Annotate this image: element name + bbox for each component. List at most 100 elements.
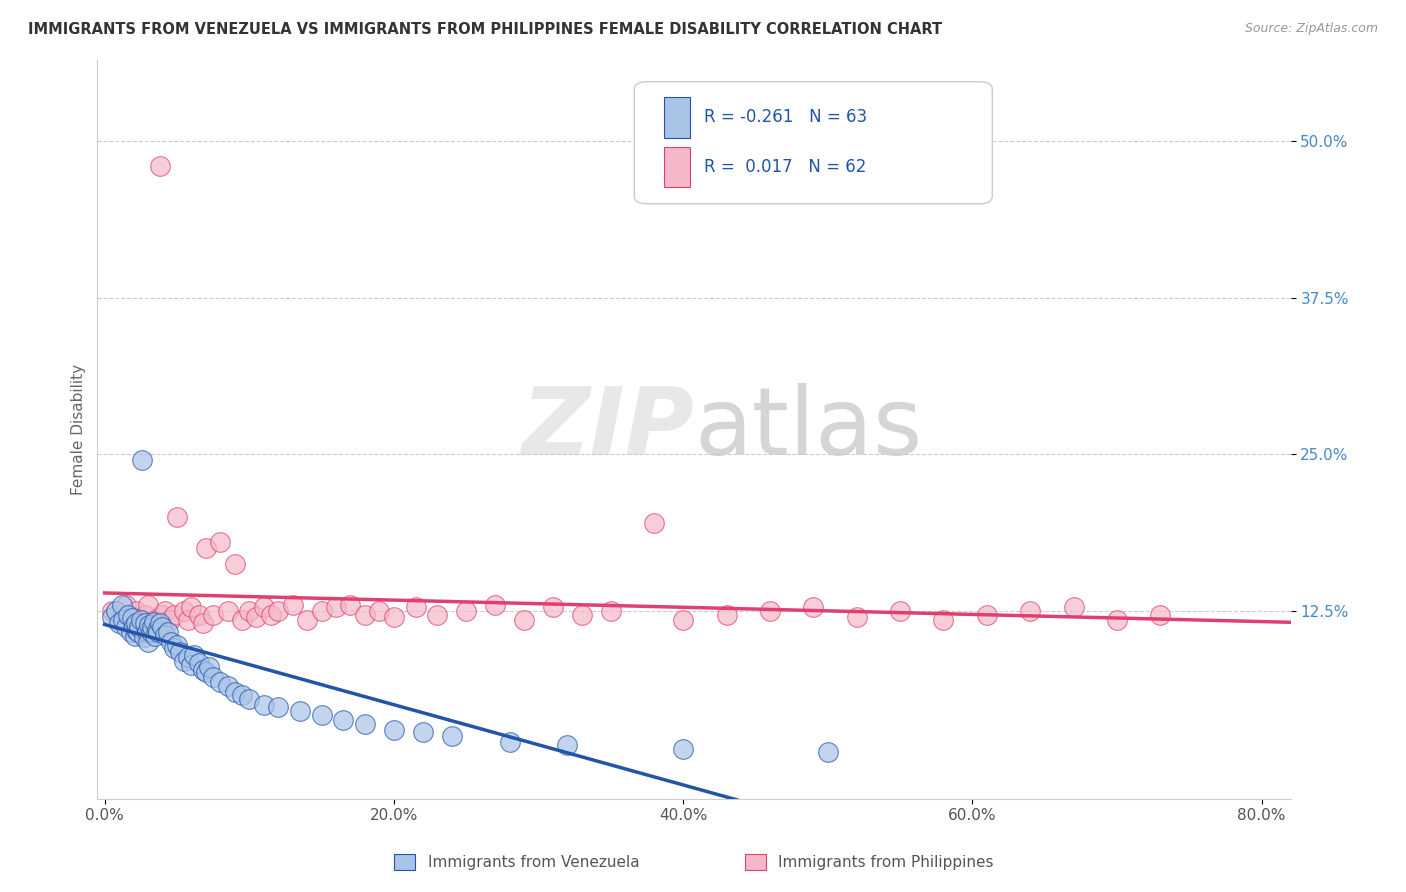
Point bbox=[311, 707, 333, 722]
Text: Immigrants from Philippines: Immigrants from Philippines bbox=[778, 855, 994, 870]
Point bbox=[125, 623, 148, 637]
Point bbox=[354, 607, 377, 622]
Point bbox=[817, 746, 839, 760]
Point bbox=[115, 598, 138, 612]
Point bbox=[136, 635, 159, 649]
Text: Immigrants from Venezuela: Immigrants from Venezuela bbox=[429, 855, 640, 870]
Point bbox=[155, 604, 177, 618]
Point bbox=[155, 627, 177, 641]
Point bbox=[112, 613, 135, 627]
Point bbox=[260, 607, 283, 622]
Point bbox=[382, 723, 405, 737]
Point bbox=[139, 616, 162, 631]
Text: R =  0.017   N = 62: R = 0.017 N = 62 bbox=[703, 158, 866, 176]
Point bbox=[160, 635, 183, 649]
Point bbox=[191, 616, 214, 631]
Point bbox=[238, 691, 260, 706]
Point bbox=[716, 607, 738, 622]
Point bbox=[245, 610, 267, 624]
Point bbox=[105, 604, 128, 618]
Text: atlas: atlas bbox=[695, 384, 922, 475]
Point bbox=[120, 625, 142, 640]
Point bbox=[180, 600, 202, 615]
Point bbox=[177, 613, 200, 627]
Point bbox=[166, 638, 188, 652]
Point bbox=[325, 600, 347, 615]
Point bbox=[571, 607, 593, 622]
Point bbox=[111, 598, 134, 612]
Point bbox=[128, 620, 150, 634]
Point bbox=[311, 604, 333, 618]
Point bbox=[217, 604, 239, 618]
Point bbox=[136, 598, 159, 612]
Point bbox=[129, 613, 152, 627]
Point bbox=[209, 675, 232, 690]
Point bbox=[339, 598, 361, 612]
Point bbox=[202, 670, 225, 684]
Point bbox=[173, 654, 195, 668]
Text: R = -0.261   N = 63: R = -0.261 N = 63 bbox=[703, 108, 866, 127]
Point bbox=[456, 604, 478, 618]
Point bbox=[672, 613, 695, 627]
Point bbox=[253, 698, 276, 712]
Point bbox=[157, 625, 180, 640]
Text: IMMIGRANTS FROM VENEZUELA VS IMMIGRANTS FROM PHILIPPINES FEMALE DISABILITY CORRE: IMMIGRANTS FROM VENEZUELA VS IMMIGRANTS … bbox=[28, 22, 942, 37]
Point bbox=[122, 616, 145, 631]
Point bbox=[557, 738, 579, 752]
Point bbox=[599, 604, 621, 618]
Point bbox=[101, 604, 124, 618]
Point bbox=[127, 625, 149, 640]
Point bbox=[141, 620, 163, 634]
Point bbox=[1019, 604, 1042, 618]
Point bbox=[217, 679, 239, 693]
Point bbox=[122, 619, 145, 633]
Point bbox=[498, 735, 520, 749]
Point bbox=[120, 610, 142, 624]
Point bbox=[134, 616, 156, 631]
Point bbox=[295, 613, 318, 627]
Point bbox=[131, 453, 153, 467]
Point bbox=[238, 604, 260, 618]
Point bbox=[405, 600, 427, 615]
Point bbox=[101, 610, 124, 624]
Point bbox=[163, 607, 186, 622]
Point bbox=[148, 159, 170, 173]
Point bbox=[125, 604, 148, 618]
Point bbox=[224, 685, 246, 699]
Point bbox=[1105, 613, 1128, 627]
Point bbox=[143, 613, 166, 627]
Point bbox=[135, 625, 157, 640]
Point bbox=[197, 660, 219, 674]
Point bbox=[180, 657, 202, 672]
Point bbox=[513, 613, 536, 627]
Point bbox=[129, 613, 152, 627]
Point bbox=[845, 610, 868, 624]
Point bbox=[173, 604, 195, 618]
Point bbox=[169, 645, 191, 659]
Point bbox=[412, 725, 434, 739]
Point bbox=[281, 598, 304, 612]
Point bbox=[202, 607, 225, 622]
Point bbox=[231, 688, 253, 702]
Point bbox=[672, 741, 695, 756]
Point bbox=[224, 558, 246, 572]
Point bbox=[382, 610, 405, 624]
Point bbox=[183, 648, 205, 662]
FancyBboxPatch shape bbox=[664, 97, 690, 138]
Point bbox=[143, 629, 166, 643]
Point bbox=[152, 607, 174, 622]
Point bbox=[194, 541, 217, 556]
Point bbox=[177, 650, 200, 665]
Point bbox=[231, 613, 253, 627]
Y-axis label: Female Disability: Female Disability bbox=[72, 364, 86, 495]
Point bbox=[643, 516, 665, 530]
Point bbox=[159, 613, 181, 627]
Point bbox=[152, 620, 174, 634]
Point bbox=[132, 630, 155, 644]
Point bbox=[368, 604, 391, 618]
Point bbox=[108, 616, 131, 631]
Point bbox=[267, 604, 290, 618]
Point bbox=[163, 641, 186, 656]
Text: ZIP: ZIP bbox=[522, 384, 695, 475]
Point bbox=[139, 625, 162, 640]
